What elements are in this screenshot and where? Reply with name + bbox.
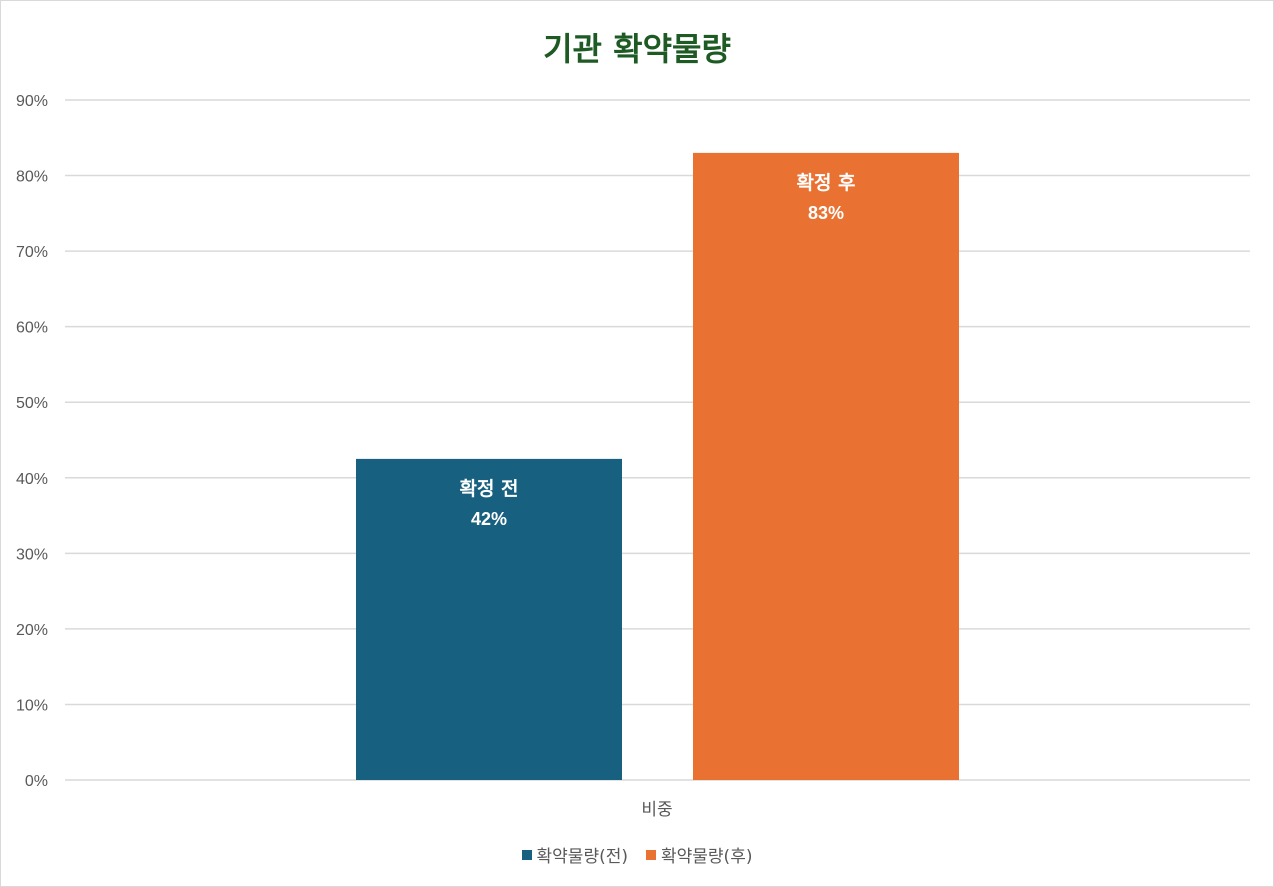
bar-series-label: 확정 전 <box>459 477 518 500</box>
y-tick-label: 90% <box>16 93 48 110</box>
y-tick-label: 0% <box>25 773 48 790</box>
legend-item-before: 확약물량(전) <box>521 842 628 867</box>
y-tick-label: 80% <box>16 169 48 186</box>
legend-swatch-before <box>521 849 532 860</box>
bar-after <box>693 152 959 780</box>
legend-label-before: 확약물량(전) <box>536 847 628 867</box>
y-tick-label: 30% <box>16 546 48 563</box>
legend-swatch-after <box>646 849 656 860</box>
bar-value-label: 42% <box>471 509 507 529</box>
bar-value-label: 83% <box>808 203 844 223</box>
chart-legend: 확약물량(전) 확약물량(후) <box>0 842 1274 867</box>
y-tick-label: 10% <box>16 697 48 714</box>
bar-series-label: 확정 후 <box>796 171 855 194</box>
chart-title: 기관 확약물량 <box>543 30 731 68</box>
x-category-label: 비중 <box>641 800 672 820</box>
y-tick-label: 70% <box>16 244 48 261</box>
legend-label-after: 확약물량(후) <box>661 847 753 867</box>
y-tick-label: 60% <box>16 320 48 337</box>
y-tick-label: 20% <box>16 622 48 639</box>
y-tick-label: 40% <box>16 471 48 488</box>
legend-item-after: 확약물량(후) <box>646 842 752 867</box>
y-tick-label: 50% <box>16 395 48 412</box>
bar-before <box>356 458 622 780</box>
